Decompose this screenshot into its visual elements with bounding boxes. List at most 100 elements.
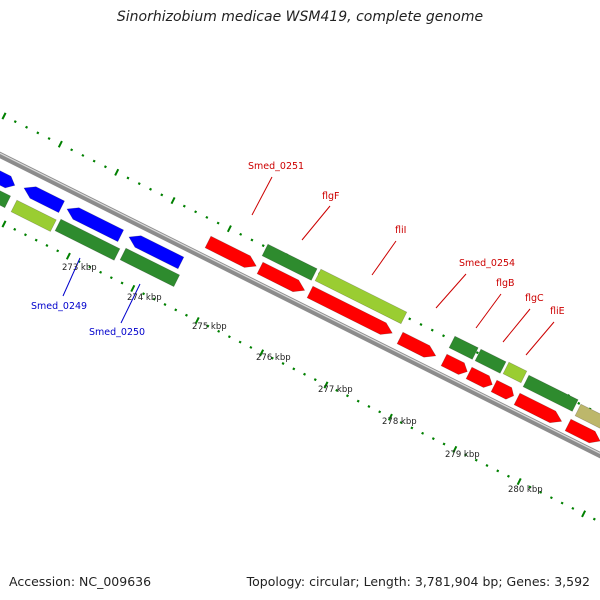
inner-major-tick <box>323 381 329 389</box>
outer-minor-tick <box>36 131 40 135</box>
gene-cds-forward-1[interactable] <box>204 235 257 268</box>
inner-minor-tick <box>206 324 210 328</box>
inner-minor-tick <box>399 421 403 425</box>
outer-minor-tick <box>25 125 29 129</box>
gene-cds-forward-6[interactable] <box>465 366 493 388</box>
leader-line <box>475 293 502 329</box>
inner-minor-tick <box>152 297 156 301</box>
gene-label-flgf[interactable]: flgF <box>322 191 339 202</box>
inner-minor-tick <box>313 378 317 382</box>
leader-line <box>435 273 467 309</box>
gene-row-light-2[interactable] <box>314 268 408 325</box>
gene-cds-reverse-4[interactable] <box>128 235 185 270</box>
inner-minor-tick <box>34 238 38 242</box>
inner-major-tick <box>516 478 522 486</box>
gene-cds-forward-3[interactable] <box>306 285 393 335</box>
inner-minor-tick <box>431 437 435 441</box>
inner-minor-tick <box>292 367 296 371</box>
gene-row-dark-2[interactable] <box>54 218 121 261</box>
leader-line <box>371 240 397 276</box>
gene-row-dark-3[interactable] <box>119 247 181 288</box>
inner-minor-tick <box>560 501 564 505</box>
outer-major-tick <box>1 112 7 120</box>
gene-cds-forward-8[interactable] <box>513 392 563 424</box>
outer-minor-tick <box>137 182 141 186</box>
genome-backbone <box>0 151 600 459</box>
gene-cds-reverse-2[interactable] <box>23 186 65 214</box>
outer-minor-tick <box>408 317 412 321</box>
outer-minor-tick <box>442 334 445 338</box>
inner-minor-tick <box>88 265 92 269</box>
outer-minor-tick <box>205 215 209 219</box>
inner-major-tick <box>387 413 393 421</box>
outer-minor-tick <box>475 351 479 355</box>
inner-minor-tick <box>142 292 146 296</box>
backbone-line <box>0 151 600 459</box>
outer-minor-tick <box>47 137 51 141</box>
gene-row-dark-4[interactable] <box>261 243 318 281</box>
gene-row-light-3[interactable] <box>502 361 528 384</box>
inner-minor-tick <box>56 249 60 253</box>
inner-minor-tick <box>270 356 274 360</box>
gene-cds-forward-5[interactable] <box>440 353 468 375</box>
gene-cds-forward-7[interactable] <box>490 379 515 400</box>
inner-minor-tick <box>303 372 307 376</box>
inner-minor-tick <box>464 453 468 457</box>
gene-label-flii[interactable]: fliI <box>395 225 406 236</box>
inner-minor-tick <box>23 233 27 237</box>
outer-minor-tick <box>430 328 434 332</box>
inner-minor-tick <box>496 469 500 473</box>
inner-minor-tick <box>474 458 478 462</box>
inner-minor-tick <box>45 243 49 247</box>
gene-row-light-1[interactable] <box>10 199 57 232</box>
inner-minor-tick <box>345 394 349 398</box>
tick-label-278: 278 kbp <box>382 417 417 427</box>
gene-labels[interactable]: Smed_0251 flgF fliI Smed_0254 flgB flgC … <box>31 161 565 338</box>
inner-minor-tick <box>109 276 113 280</box>
gene-cds-reverse-3[interactable] <box>66 207 125 243</box>
gene-row-tan-1[interactable] <box>574 403 600 429</box>
inner-minor-tick <box>421 431 425 435</box>
outer-minor-tick <box>126 176 130 180</box>
outer-minor-tick <box>149 187 152 191</box>
gene-track[interactable] <box>0 166 600 444</box>
gene-cds-forward-4[interactable] <box>396 331 437 358</box>
outer-minor-tick <box>261 244 265 248</box>
inner-minor-tick <box>120 281 124 285</box>
accession-text: Accession: NC_009636 <box>9 574 152 589</box>
inner-minor-tick <box>13 227 17 231</box>
gene-label-flgc[interactable]: flgC <box>525 293 544 304</box>
outer-minor-tick <box>160 193 164 197</box>
inner-minor-tick <box>549 496 553 500</box>
leader-line <box>525 321 555 356</box>
gene-label-smed-0249[interactable]: Smed_0249 <box>31 301 87 312</box>
outer-major-tick <box>226 225 232 233</box>
outer-major-tick <box>57 140 63 148</box>
label-leader-lines <box>62 176 555 356</box>
tick-label-280: 280 kbp <box>508 485 543 495</box>
tick-label-275: 275 kbp <box>192 322 227 332</box>
gene-label-smed-0254[interactable]: Smed_0254 <box>459 258 515 269</box>
gene-cds-forward-2[interactable] <box>256 261 306 293</box>
outer-minor-tick <box>577 401 581 405</box>
gene-row-dark-1[interactable] <box>0 186 12 209</box>
inner-major-tick <box>581 510 587 518</box>
tick-label-273: 273 kbp <box>62 263 97 273</box>
gene-row-dark-6[interactable] <box>474 348 507 374</box>
tick-label-277: 277 kbp <box>318 385 353 395</box>
inner-minor-tick <box>174 308 178 312</box>
outer-minor-tick <box>419 323 423 326</box>
gene-label-smed-0250[interactable]: Smed_0250 <box>89 327 145 338</box>
gene-cds-reverse-1[interactable] <box>0 166 16 189</box>
gene-label-flgb[interactable]: flgB <box>496 278 515 289</box>
outer-minor-tick <box>70 148 74 152</box>
gene-label-smed-0251[interactable]: Smed_0251 <box>248 161 304 172</box>
outer-minor-tick <box>92 159 96 163</box>
leader-line <box>301 205 331 241</box>
gene-row-dark-5[interactable] <box>448 335 479 360</box>
gene-label-flie[interactable]: fliE <box>550 306 565 317</box>
inner-major-tick <box>259 349 265 357</box>
gene-cds-forward-9[interactable] <box>564 418 600 444</box>
gene-row-dark-7[interactable] <box>522 374 579 412</box>
